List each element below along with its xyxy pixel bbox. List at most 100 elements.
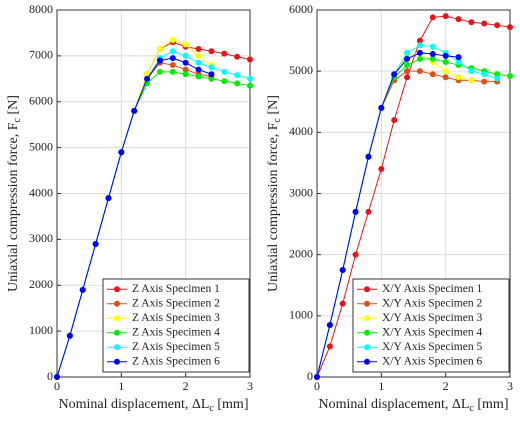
data-point (221, 50, 228, 57)
data-point (404, 62, 411, 69)
y-axis-label-text: Uniaxial compression force, F (6, 122, 21, 292)
data-point (404, 49, 411, 56)
data-point (455, 16, 462, 23)
x-tick-label: 3 (247, 379, 253, 393)
data-point (326, 322, 333, 329)
data-point (404, 55, 411, 62)
data-point (429, 71, 436, 78)
data-point (442, 52, 449, 59)
data-point (234, 53, 241, 60)
x-axis-label: Nominal displacement, ΔLc [mm] (59, 397, 249, 414)
legend-label: X/Y Axis Specimen 5 (382, 341, 482, 353)
y-tick-label: 5000 (29, 139, 53, 153)
data-point (481, 78, 488, 85)
legend-label: Z Axis Specimen 3 (132, 312, 220, 324)
data-point (208, 71, 215, 78)
data-point (391, 71, 398, 78)
x-tick-label: 3 (507, 379, 513, 393)
x-tick-label: 2 (183, 379, 189, 393)
data-point (455, 74, 462, 81)
data-point (442, 74, 449, 81)
data-point (455, 58, 462, 65)
x-tick-label: 0 (54, 379, 60, 393)
y-axis-label-suffix: [N] (266, 95, 281, 118)
x-axis-label-text: Nominal displacement, ΔL (59, 397, 210, 412)
data-point (66, 332, 73, 339)
y-axis-label-sub: c (272, 117, 283, 122)
data-point (182, 41, 189, 48)
data-point (169, 48, 176, 55)
data-point (169, 68, 176, 75)
data-point (507, 73, 513, 80)
axes-box (316, 9, 511, 378)
legend-swatch-marker (114, 358, 120, 365)
x-axis-label-sub: c (469, 403, 474, 414)
y-tick-label: 2000 (289, 246, 313, 260)
y-axis-label: Uniaxial compression force, Fc [N] (6, 95, 23, 292)
data-point (494, 22, 501, 29)
axes-box (56, 9, 251, 378)
y-tick-label: 1000 (289, 308, 313, 322)
data-point (378, 104, 385, 111)
data-point (54, 374, 60, 380)
data-point (92, 240, 99, 247)
data-point (234, 72, 241, 79)
data-point (169, 36, 176, 43)
data-point (195, 66, 202, 73)
x-axis-label: Nominal displacement, ΔLc [mm] (319, 397, 509, 414)
data-point (339, 300, 346, 307)
legend-label: Z Axis Specimen 5 (132, 341, 220, 353)
data-point (442, 13, 449, 20)
data-point (481, 71, 488, 78)
data-point (79, 286, 86, 293)
data-point (247, 82, 253, 89)
x-tick-label: 0 (314, 379, 320, 393)
x-tick-label: 1 (118, 379, 124, 393)
data-point (182, 52, 189, 59)
data-point (442, 58, 449, 65)
data-point (468, 77, 475, 84)
data-point (416, 55, 423, 62)
legend-swatch-marker (114, 300, 120, 307)
data-point (468, 68, 475, 75)
data-point (314, 374, 320, 380)
legend-swatch-marker (364, 300, 370, 307)
y-tick-label: 4000 (289, 124, 313, 138)
y-tick-label: 4000 (29, 185, 53, 199)
y-tick-label: 3000 (289, 185, 313, 199)
y-tick-label: 5000 (289, 63, 313, 77)
data-point (144, 75, 151, 82)
data-point (352, 208, 359, 215)
legend-swatch-marker (114, 344, 120, 351)
y-tick-label: 7000 (29, 48, 53, 62)
data-point (169, 55, 176, 62)
data-point (365, 153, 372, 160)
data-point (404, 74, 411, 81)
y-axis-label-sub: c (12, 117, 23, 122)
legend-box (352, 278, 510, 373)
x-axis-label-suffix: [mm] (474, 397, 509, 412)
data-point (156, 68, 163, 75)
data-point (429, 43, 436, 50)
data-point (169, 62, 176, 69)
data-point (455, 54, 462, 61)
data-point (339, 266, 346, 273)
legend-swatch-marker (114, 315, 120, 322)
x-tick-label: 1 (378, 379, 384, 393)
data-point (182, 59, 189, 66)
legend-label: X/Y Axis Specimen 6 (382, 355, 482, 367)
data-point (221, 78, 228, 85)
data-point (429, 51, 436, 58)
data-point (208, 75, 215, 82)
legend-label: X/Y Axis Specimen 2 (382, 297, 482, 309)
legend-label: Z Axis Specimen 2 (132, 297, 220, 309)
data-point (182, 71, 189, 78)
legend-swatch-marker (364, 286, 370, 293)
data-point (391, 117, 398, 124)
data-point (118, 149, 125, 156)
data-point (352, 251, 359, 258)
y-tick-label: 8000 (29, 2, 53, 16)
x-tick-label: 2 (443, 379, 449, 393)
data-point (378, 166, 385, 173)
series-line (316, 15, 511, 378)
